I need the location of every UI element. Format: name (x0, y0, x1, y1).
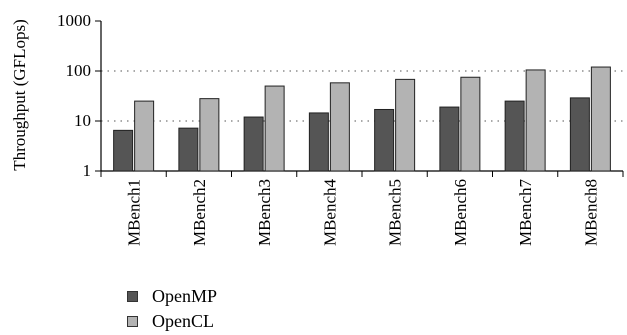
x-tick-label-mbench3: MBench3 (255, 179, 274, 246)
y-tick-label-1: 1 (83, 161, 92, 180)
y-tick-label-1000: 1000 (57, 11, 91, 30)
bar-opencl-mbench1 (134, 100, 155, 172)
bar-openmp-mbench7 (504, 100, 525, 172)
bar-openmp-mbench2 (178, 127, 199, 172)
x-tick-label-mbench5: MBench5 (386, 179, 405, 246)
x-tick-label-mbench8: MBench8 (581, 179, 600, 246)
legend-swatch-openmp (127, 291, 138, 302)
bar-openmp-mbench8 (569, 97, 590, 172)
bar-openmp-mbench5 (374, 108, 395, 172)
legend: OpenMP OpenCL (127, 284, 217, 334)
y-tick-label-10: 10 (74, 111, 91, 130)
legend-swatch-opencl (127, 316, 138, 327)
bar-opencl-mbench5 (395, 78, 416, 172)
legend-label-opencl: OpenCL (152, 311, 214, 331)
bar-opencl-mbench7 (525, 69, 546, 172)
y-tick-label-100: 100 (66, 61, 92, 80)
x-tick-label-mbench2: MBench2 (190, 179, 209, 246)
bar-opencl-mbench2 (199, 98, 220, 172)
x-tick-label-mbench6: MBench6 (451, 179, 470, 246)
bar-openmp-mbench4 (308, 112, 329, 172)
bar-opencl-mbench8 (590, 66, 611, 172)
x-tick-label-mbench1: MBench1 (125, 179, 144, 246)
bar-openmp-mbench6 (439, 106, 460, 172)
bar-openmp-mbench3 (243, 116, 264, 172)
bar-opencl-mbench3 (264, 85, 285, 172)
legend-item-opencl: OpenCL (127, 309, 217, 334)
bar-opencl-mbench4 (329, 82, 350, 172)
bar-chart: Throughput (GFLops) 1 10 100 1000 MBench1 MBe… (10, 11, 624, 247)
bar-openmp-mbench1 (113, 129, 134, 172)
y-axis-label: Throughput (GFLops) (10, 19, 29, 171)
x-tick-label-mbench7: MBench7 (516, 179, 535, 247)
x-tick-label-mbench4: MBench4 (320, 179, 339, 247)
bar-opencl-mbench6 (460, 76, 481, 172)
legend-label-openmp: OpenMP (152, 286, 218, 306)
legend-item-openmp: OpenMP (127, 284, 217, 309)
plot-area: 1 10 100 1000 MBench1 MBench2 MBench3 MBench4 MB… (57, 11, 624, 247)
